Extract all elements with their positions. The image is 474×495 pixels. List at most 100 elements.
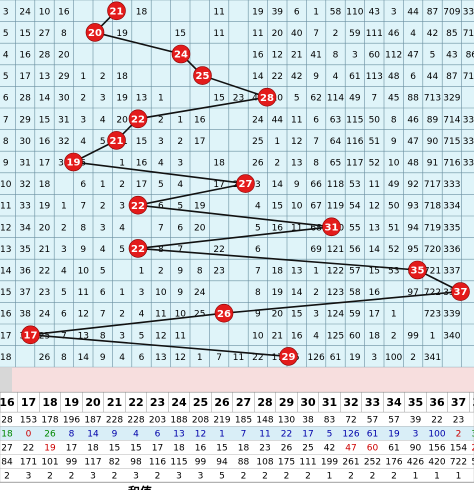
cell-value: 4	[255, 202, 261, 212]
stat-value: 18	[1, 430, 13, 440]
stat-value: 18	[173, 444, 185, 454]
stat-value: 26	[281, 444, 293, 454]
stat-value: 1	[456, 472, 462, 482]
column-number: 21	[107, 396, 122, 409]
stat-value: 3	[90, 472, 96, 482]
cell-value: 6	[139, 353, 145, 363]
cell-value: 30	[58, 94, 70, 104]
cell-value: 2	[100, 202, 106, 212]
stat-value: 22	[431, 416, 442, 426]
cell-value: 99	[407, 331, 419, 341]
stat-value: 17	[66, 444, 77, 454]
stat-value: 3	[133, 472, 139, 482]
cell-value: 15	[19, 29, 30, 39]
cell-value: 5	[3, 29, 9, 39]
stat-value: 19	[388, 430, 400, 440]
cell-value: 6	[255, 245, 261, 255]
cell-value: 332	[463, 159, 474, 169]
stat-value: 17	[302, 430, 313, 440]
cell-value: 8	[80, 223, 86, 233]
cell-value: 37	[19, 288, 30, 298]
stat-value: 199	[321, 458, 338, 468]
cell-value: 9	[391, 137, 397, 147]
column-number: 34	[386, 396, 402, 409]
cell-value: 41	[310, 51, 321, 61]
cell-value: 125	[327, 331, 344, 341]
column-number: 28	[257, 396, 272, 409]
cell-value: 1	[177, 115, 183, 125]
stat-value: 57	[388, 416, 399, 426]
cell-value: 65	[330, 159, 341, 169]
stat-value: 722	[450, 458, 467, 468]
number-ball	[107, 1, 126, 21]
stat-value: 116	[149, 458, 166, 468]
stat-value: 13	[173, 430, 184, 440]
number-ball	[128, 195, 148, 215]
cell-value: 22	[213, 245, 224, 255]
cell-value: 716	[443, 159, 460, 169]
cell-value: 34	[19, 223, 31, 233]
cell-value: 3	[371, 353, 377, 363]
cell-value: 12	[272, 51, 283, 61]
stat-value: 47	[345, 444, 356, 454]
stat-value: 2	[305, 472, 311, 482]
cell-value: 722	[424, 288, 441, 298]
cell-value: 3	[313, 310, 319, 320]
cell-value: 714	[443, 115, 460, 125]
stat-value: 2	[69, 472, 75, 482]
cell-value: 21	[39, 245, 50, 255]
cell-value: 9	[313, 72, 319, 82]
cell-value: 15	[291, 310, 302, 320]
stat-value: 171	[20, 458, 37, 468]
cell-value: 48	[388, 72, 400, 82]
cell-value: 4	[61, 267, 67, 277]
cell-value: 19	[116, 94, 128, 104]
cell-value: 333	[443, 180, 460, 190]
cell-value: 42	[291, 72, 302, 82]
cell-value: 13	[369, 223, 380, 233]
cell-value: 330	[463, 7, 474, 17]
cell-value: 14	[78, 353, 90, 363]
stat-value: 228	[106, 416, 123, 426]
cell-value: 2	[100, 72, 106, 82]
cell-value: 4	[158, 159, 164, 169]
cell-value: 58	[330, 7, 342, 17]
stat-value: 117	[84, 458, 101, 468]
stat-value: 39	[410, 416, 422, 426]
cell-value: 5	[100, 137, 106, 147]
stat-value: 26	[44, 430, 56, 440]
cell-value: 49	[349, 94, 361, 104]
cell-value: 1	[100, 180, 106, 190]
cell-value: 95	[407, 245, 418, 255]
cell-value: 717	[424, 180, 441, 190]
cell-value: 3	[352, 51, 358, 61]
stat-value: 15	[216, 444, 227, 454]
stat-value: 12	[195, 430, 206, 440]
stat-value: 2	[456, 430, 462, 440]
stat-value: 88	[238, 458, 250, 468]
cell-value: 6	[410, 72, 416, 82]
cell-value: 5	[158, 180, 164, 190]
cell-value: 85	[446, 29, 457, 39]
cell-value: 723	[424, 310, 441, 320]
cell-value: 57	[349, 267, 360, 277]
stat-value: 175	[278, 458, 295, 468]
cell-value: 16	[291, 331, 303, 341]
cell-value: 12	[175, 353, 186, 363]
cell-value: 20	[116, 115, 128, 125]
cell-value: 6	[313, 115, 319, 125]
cell-value: 15	[213, 94, 224, 104]
cell-value: 3	[3, 7, 9, 17]
cell-value: 2	[391, 331, 397, 341]
cell-value: 15	[369, 267, 380, 277]
stat-value: 11	[259, 430, 270, 440]
cell-value: 119	[327, 202, 344, 212]
number-ball	[193, 66, 212, 85]
cell-value: 88	[407, 94, 419, 104]
cell-value: 114	[327, 94, 344, 104]
stat-value: 3	[198, 472, 204, 482]
cell-value: 2	[80, 94, 86, 104]
stat-value: 148	[256, 416, 273, 426]
column-number: 38	[472, 396, 474, 409]
ball-number: 26	[217, 309, 231, 320]
